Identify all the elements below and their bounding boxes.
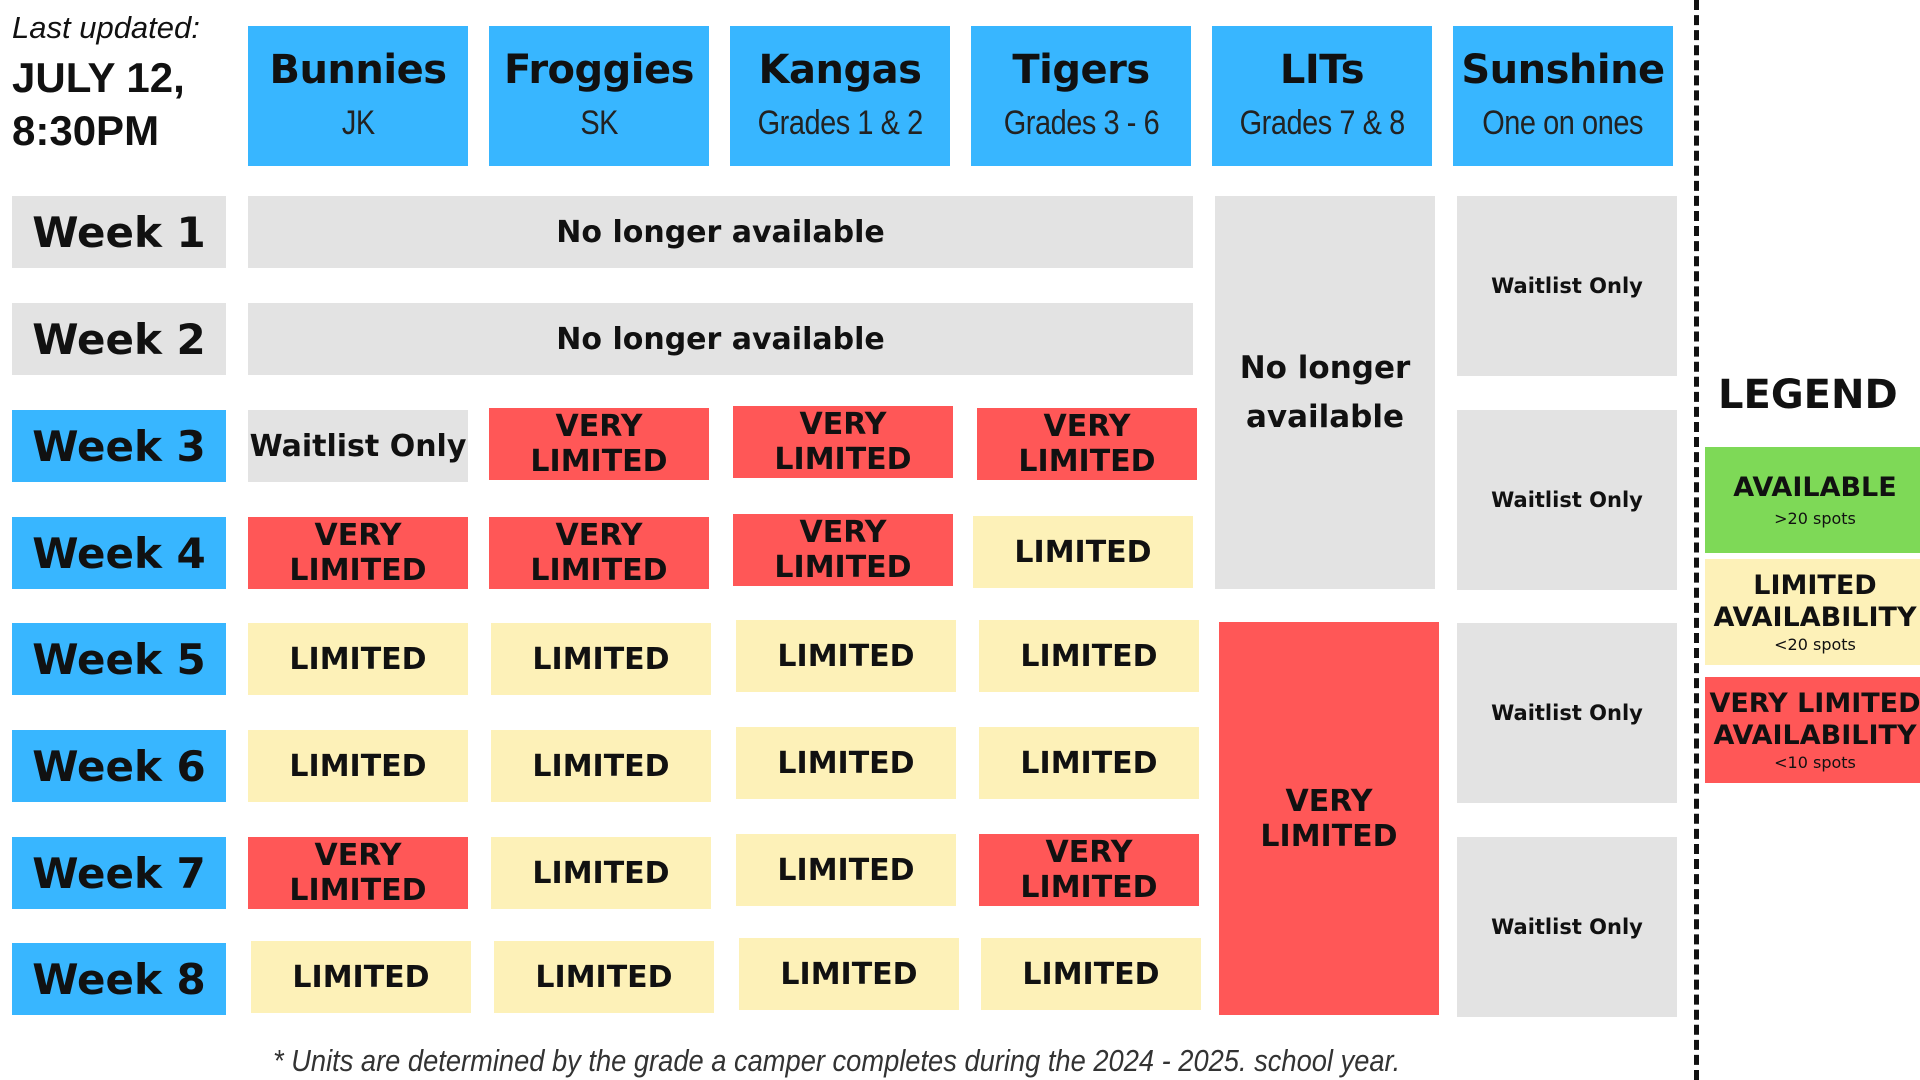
- week-label-8: Week 8: [12, 943, 226, 1015]
- w5-kangas: LIMITED: [736, 620, 956, 692]
- unit-name: Sunshine: [1461, 46, 1665, 93]
- unit-grade: Grades 3 - 6: [1003, 103, 1159, 142]
- legend-very-limited-sub: <10 spots: [1774, 752, 1856, 772]
- w3-kangas: VERY LIMITED: [733, 406, 953, 478]
- unit-grade: JK: [341, 103, 375, 142]
- legend-limited-line2: AVAILABILITY: [1713, 601, 1917, 633]
- legend-limited-line1: LIMITED: [1753, 570, 1877, 602]
- w6-froggies: LIMITED: [491, 730, 711, 802]
- week-label-3: Week 3: [12, 410, 226, 482]
- unit-grade: Grades 7 & 8: [1239, 103, 1405, 142]
- week1-status: No longer available: [248, 196, 1193, 268]
- week2-status: No longer available: [248, 303, 1193, 375]
- lits-top-line2: available: [1245, 398, 1405, 435]
- w6-bunnies: LIMITED: [248, 730, 468, 802]
- unit-name: Kangas: [758, 46, 922, 93]
- week-label-2: Week 2: [12, 303, 226, 375]
- unit-header-tigers: Tigers Grades 3 - 6: [971, 26, 1191, 166]
- week-label-7: Week 7: [12, 837, 226, 909]
- w6-kangas: LIMITED: [736, 727, 956, 799]
- unit-header-lits: LITs Grades 7 & 8: [1212, 26, 1432, 166]
- legend-very-limited-line2: AVAILABILITY: [1713, 719, 1917, 751]
- legend-limited-sub: <20 spots: [1774, 634, 1856, 654]
- lits-top-line1: No longer: [1239, 350, 1411, 387]
- sunshine-weeks-7-8: Waitlist Only: [1457, 837, 1677, 1017]
- unit-header-bunnies: Bunnies JK: [248, 26, 468, 166]
- w8-bunnies: LIMITED: [251, 941, 471, 1013]
- unit-name: Bunnies: [269, 46, 447, 93]
- legend-very-limited: VERY LIMITED AVAILABILITY <10 spots: [1705, 677, 1920, 783]
- legend-divider: [1694, 0, 1699, 1080]
- w7-tigers: VERY LIMITED: [979, 834, 1199, 906]
- week-label-5: Week 5: [12, 623, 226, 695]
- last-updated-date-line1: JULY 12,: [12, 54, 185, 101]
- unit-header-sunshine: Sunshine One on ones: [1453, 26, 1673, 166]
- week-label-4: Week 4: [12, 517, 226, 589]
- w3-bunnies: Waitlist Only: [248, 410, 468, 482]
- w3-froggies: VERY LIMITED: [489, 408, 709, 480]
- w7-bunnies: VERY LIMITED: [248, 837, 468, 909]
- legend-available-sub: >20 spots: [1774, 509, 1856, 529]
- w3-tigers: VERY LIMITED: [977, 408, 1197, 480]
- last-updated-date: JULY 12, 8:30PM: [12, 52, 185, 157]
- unit-grade: SK: [580, 103, 618, 142]
- w5-froggies: LIMITED: [491, 623, 711, 695]
- legend-available: AVAILABLE >20 spots: [1705, 447, 1920, 553]
- unit-header-kangas: Kangas Grades 1 & 2: [730, 26, 950, 166]
- sunshine-weeks-1-2: Waitlist Only: [1457, 196, 1677, 376]
- legend-very-limited-line1: VERY LIMITED: [1709, 688, 1920, 720]
- unit-header-froggies: Froggies SK: [489, 26, 709, 166]
- w4-froggies: VERY LIMITED: [489, 517, 709, 589]
- unit-name: LITs: [1279, 46, 1365, 93]
- w4-bunnies: VERY LIMITED: [248, 517, 468, 589]
- lits-weeks-5-8: VERY LIMITED: [1219, 622, 1439, 1015]
- w7-kangas: LIMITED: [736, 834, 956, 906]
- week-label-1: Week 1: [12, 196, 226, 268]
- last-updated-label: Last updated:: [12, 10, 200, 45]
- w8-kangas: LIMITED: [739, 938, 959, 1010]
- unit-grade: One on ones: [1482, 103, 1644, 142]
- last-updated-time: 8:30PM: [12, 106, 160, 154]
- sunshine-weeks-5-6: Waitlist Only: [1457, 623, 1677, 803]
- legend-limited: LIMITED AVAILABILITY <20 spots: [1705, 559, 1920, 665]
- legend-available-label: AVAILABLE: [1733, 471, 1897, 503]
- legend-title: LEGEND: [1718, 372, 1898, 418]
- w5-bunnies: LIMITED: [248, 623, 468, 695]
- week-label-6: Week 6: [12, 730, 226, 802]
- w4-kangas: VERY LIMITED: [733, 514, 953, 586]
- w7-froggies: LIMITED: [491, 837, 711, 909]
- unit-name: Tigers: [1012, 46, 1150, 93]
- sunshine-weeks-3-4: Waitlist Only: [1457, 410, 1677, 590]
- w5-tigers: LIMITED: [979, 620, 1199, 692]
- unit-grade: Grades 1 & 2: [757, 103, 923, 142]
- w8-tigers: LIMITED: [981, 938, 1201, 1010]
- w4-tigers: LIMITED: [973, 516, 1193, 588]
- footnote: * Units are determined by the grade a ca…: [273, 1043, 1401, 1078]
- w8-froggies: LIMITED: [494, 941, 714, 1013]
- unit-name: Froggies: [504, 46, 694, 93]
- lits-weeks-1-4: No longer available: [1215, 196, 1435, 589]
- w6-tigers: LIMITED: [979, 727, 1199, 799]
